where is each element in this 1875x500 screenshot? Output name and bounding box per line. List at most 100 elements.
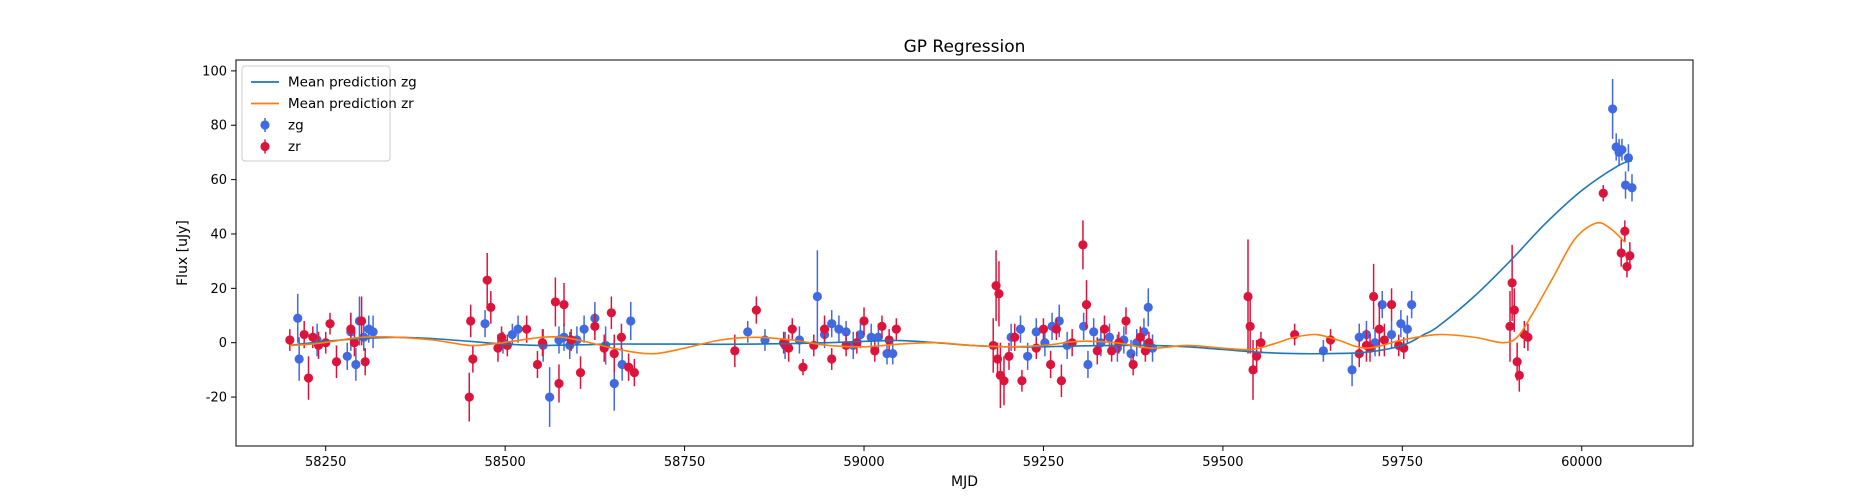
zr-point <box>554 378 564 389</box>
zg-point <box>545 392 555 402</box>
zg-point <box>855 329 866 340</box>
legend: Mean prediction zg Mean prediction zr zg zr <box>241 65 417 162</box>
zg-point <box>342 351 352 361</box>
zr-point <box>1379 335 1389 345</box>
zr-point <box>590 321 600 331</box>
zr-point <box>1509 305 1519 315</box>
zg-point <box>1608 104 1618 114</box>
series-zg <box>293 79 1637 427</box>
zr-point <box>751 305 761 315</box>
zg-point <box>1617 145 1627 155</box>
zr-point <box>798 362 808 372</box>
zr-point <box>496 332 507 342</box>
zg-point <box>827 319 837 329</box>
zr-point <box>346 324 356 334</box>
zg-point <box>1402 324 1412 334</box>
legend-entry: zg <box>260 118 304 134</box>
zr-point <box>870 346 880 356</box>
legend-entry: zr <box>260 139 301 155</box>
zg-point <box>812 291 822 302</box>
legend-entry: Mean prediction zr <box>251 96 414 112</box>
zr-point <box>819 324 830 334</box>
zg-point <box>873 332 883 342</box>
legend-entry: Mean prediction zg <box>251 75 417 91</box>
zr-point <box>532 359 543 370</box>
zg-point <box>1396 319 1406 329</box>
zg-point <box>507 329 517 340</box>
zg-point <box>1089 327 1099 337</box>
mean-prediction-zg-line <box>289 159 1633 355</box>
zr-point <box>1017 376 1027 386</box>
zr-point <box>1038 324 1049 334</box>
x-axis: 58250 58500 58750 59000 59250 59500 59750 60000 <box>305 446 1602 470</box>
zg-point <box>609 378 619 389</box>
plot-contents <box>285 79 1637 427</box>
zr-point <box>784 343 794 353</box>
zg-point <box>743 327 753 337</box>
zr-point <box>1010 332 1020 342</box>
zg-point <box>1386 329 1397 340</box>
zr-point <box>486 302 496 312</box>
y-tick-label: -20 <box>206 391 227 406</box>
zr-point <box>1523 332 1533 342</box>
zr-point <box>299 329 309 340</box>
zr-point <box>308 332 318 342</box>
zg-point <box>293 313 303 323</box>
zr-point <box>1107 346 1117 356</box>
zr-point <box>1625 251 1635 261</box>
zr-point <box>827 354 837 364</box>
x-tick-label: 59500 <box>1202 455 1243 470</box>
zr-point <box>559 300 569 310</box>
zr-point <box>464 392 474 402</box>
y-tick-label: 20 <box>210 282 227 297</box>
x-tick-label: 59000 <box>843 455 884 470</box>
zg-point <box>841 327 851 337</box>
zr-point <box>877 321 887 331</box>
zr-point <box>852 338 862 348</box>
zr-point <box>1004 351 1014 361</box>
zg-point <box>294 354 304 364</box>
zg-point <box>480 319 490 329</box>
x-tick-label: 59250 <box>1023 455 1064 470</box>
zg-point <box>1407 300 1417 310</box>
zg-point <box>1023 351 1033 361</box>
zr-point <box>1514 370 1524 380</box>
zr-point <box>360 357 370 367</box>
x-axis-title: MJD <box>951 474 978 490</box>
y-tick-label: 40 <box>210 227 227 242</box>
zr-point <box>629 368 639 378</box>
zr-point <box>357 316 367 326</box>
zr-point <box>1512 357 1522 367</box>
zr-point <box>1056 376 1066 386</box>
zr-point <box>994 289 1004 299</box>
zr-point <box>1256 338 1266 348</box>
zr-point <box>841 340 851 351</box>
zg-point <box>888 348 898 359</box>
zr-point <box>1092 346 1102 356</box>
zr-point <box>1252 351 1262 361</box>
zg-point <box>1143 302 1153 312</box>
mean-prediction-zr-line <box>289 221 1626 355</box>
plot-area <box>285 79 1637 427</box>
zr-point <box>1505 321 1515 331</box>
zr-point <box>1369 291 1379 302</box>
zr-point <box>285 335 295 345</box>
zr-point <box>303 373 314 383</box>
zr-point <box>349 338 360 348</box>
zg-point <box>368 327 378 337</box>
legend-label: Mean prediction zg <box>288 75 417 91</box>
zg-point <box>1031 327 1041 337</box>
zg-point <box>866 332 876 342</box>
zr-point <box>482 275 492 285</box>
zg-point <box>834 324 844 334</box>
zr-point <box>1598 188 1608 198</box>
zr-point <box>609 348 619 359</box>
zr-point <box>1243 291 1253 302</box>
zr-point <box>1081 300 1092 310</box>
zg-point <box>1354 332 1364 342</box>
zr-point <box>1616 248 1626 258</box>
zg-point <box>794 335 805 345</box>
legend-label: Mean prediction zr <box>288 96 414 112</box>
zg-point <box>626 316 636 326</box>
